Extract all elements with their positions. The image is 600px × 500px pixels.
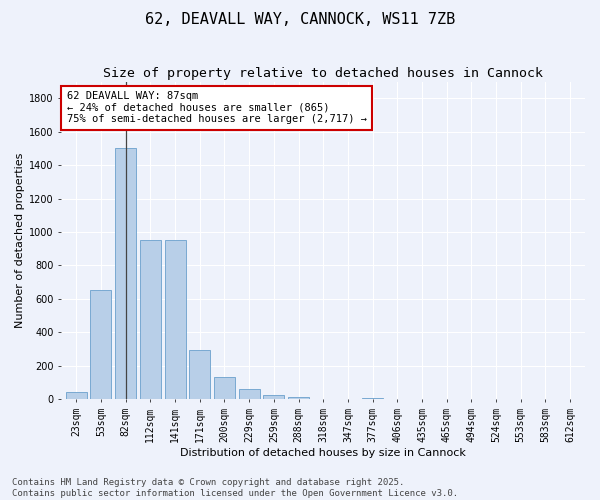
Bar	[239, 389, 260, 399]
Text: 62, DEAVALL WAY, CANNOCK, WS11 7ZB: 62, DEAVALL WAY, CANNOCK, WS11 7ZB	[145, 12, 455, 28]
Bar	[214, 378, 235, 399]
X-axis label: Distribution of detached houses by size in Cannock: Distribution of detached houses by size …	[180, 448, 466, 458]
Bar	[66, 392, 87, 399]
Bar	[115, 148, 136, 399]
Bar	[91, 290, 112, 399]
Bar	[164, 240, 185, 399]
Bar	[362, 398, 383, 399]
Y-axis label: Number of detached properties: Number of detached properties	[15, 152, 25, 328]
Bar	[263, 395, 284, 399]
Title: Size of property relative to detached houses in Cannock: Size of property relative to detached ho…	[103, 68, 543, 80]
Bar	[140, 240, 161, 399]
Bar	[288, 398, 309, 399]
Text: Contains HM Land Registry data © Crown copyright and database right 2025.
Contai: Contains HM Land Registry data © Crown c…	[12, 478, 458, 498]
Text: 62 DEAVALL WAY: 87sqm
← 24% of detached houses are smaller (865)
75% of semi-det: 62 DEAVALL WAY: 87sqm ← 24% of detached …	[67, 91, 367, 124]
Bar	[189, 350, 210, 399]
